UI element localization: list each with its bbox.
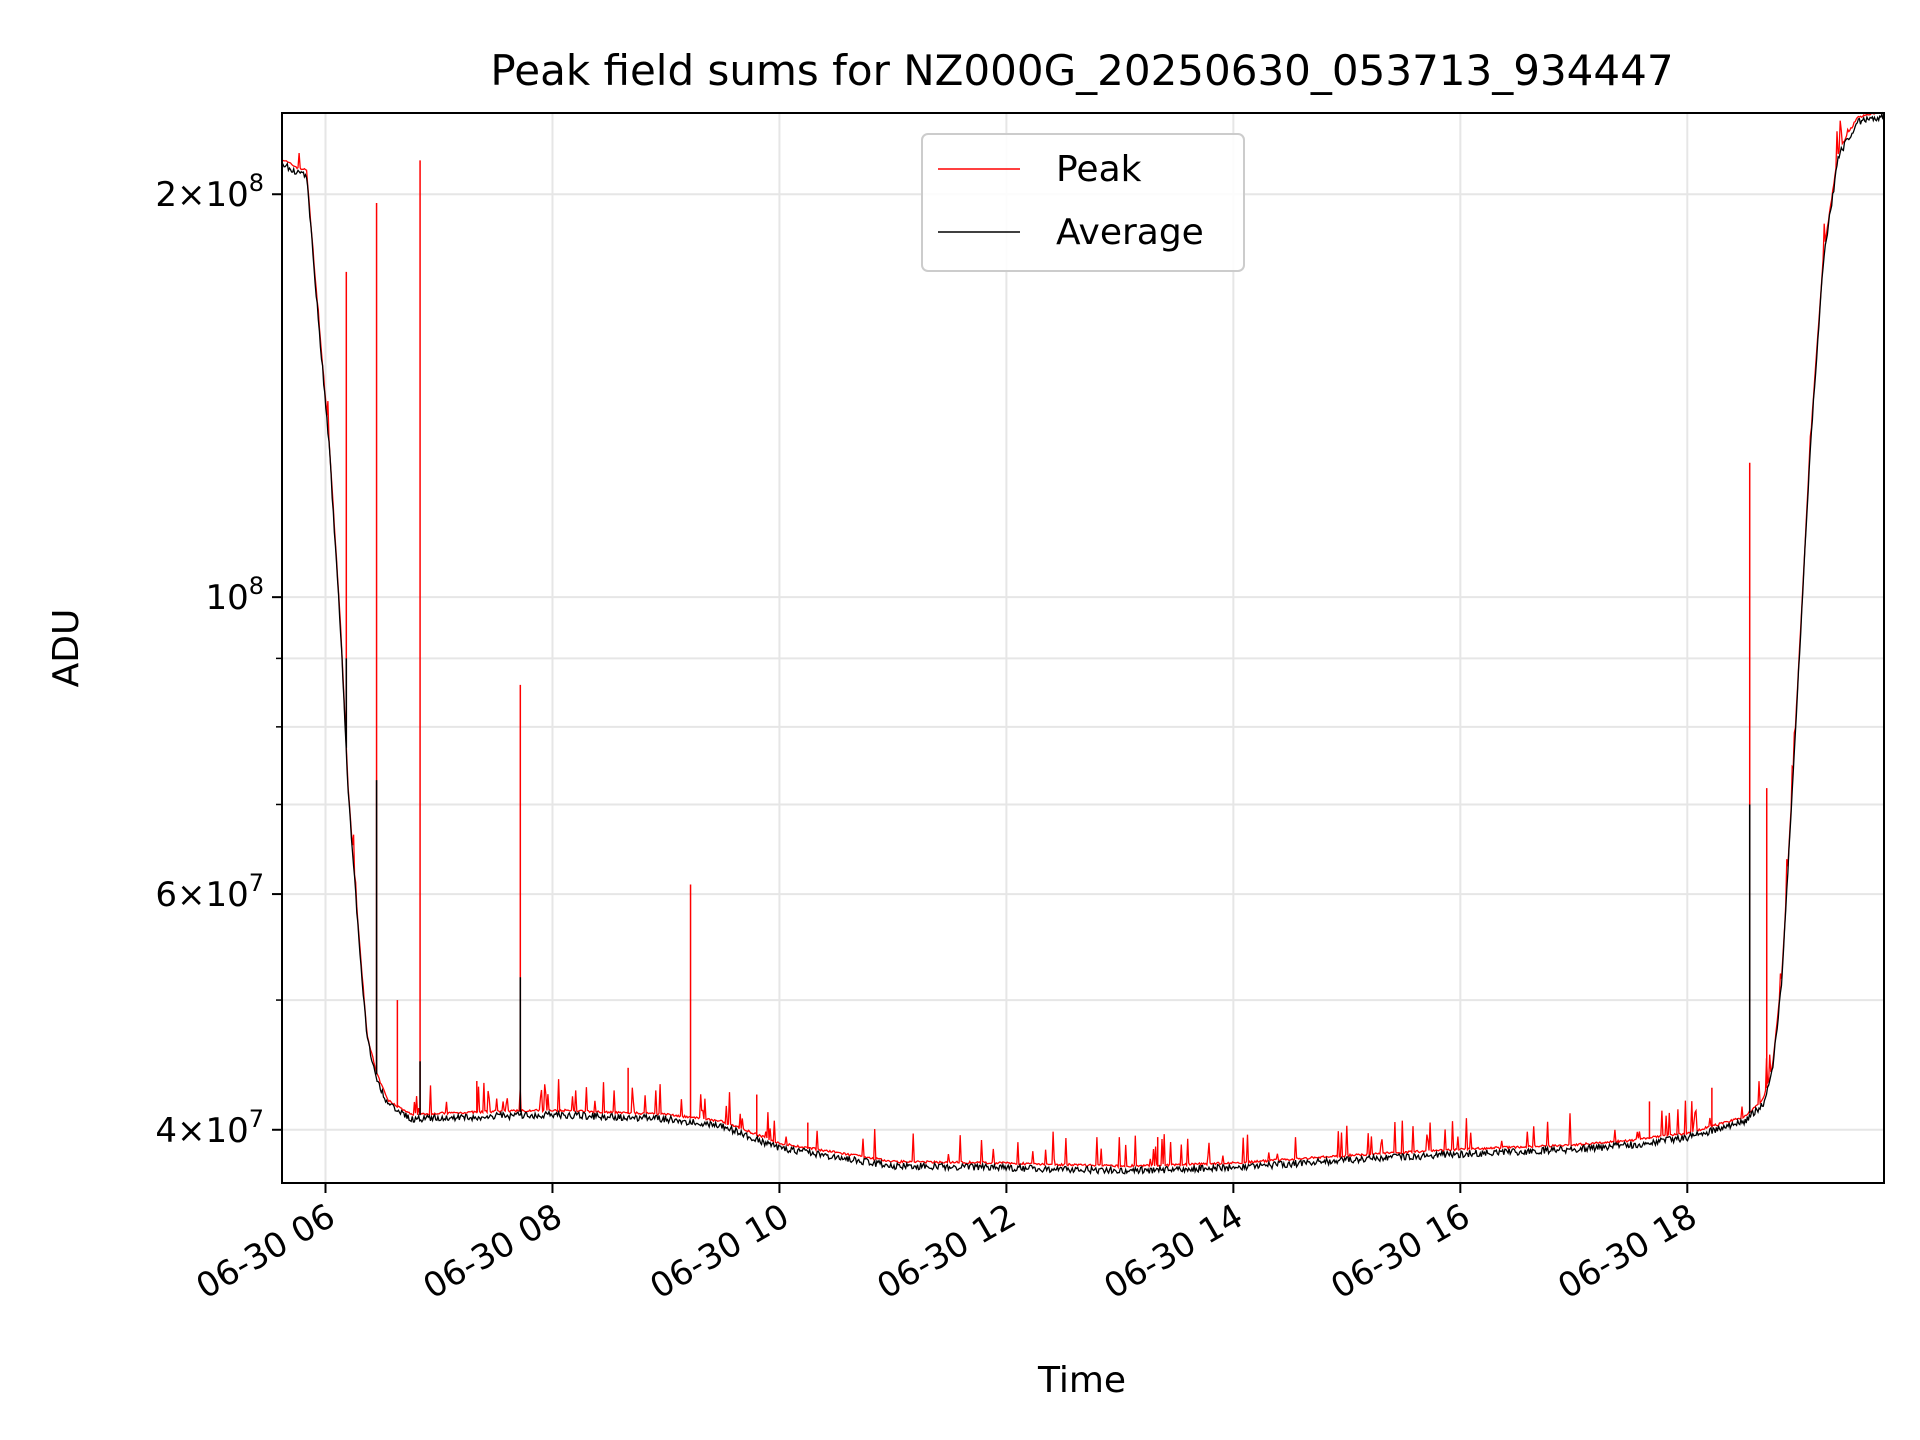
legend: Peak Average bbox=[921, 133, 1245, 272]
peak-series-line bbox=[281, 112, 1884, 1170]
plot-frame bbox=[281, 112, 1885, 1184]
y-tick-label: 4×107 bbox=[155, 1105, 264, 1151]
plot-data bbox=[281, 111, 1885, 1176]
average-series-line bbox=[281, 111, 1885, 1176]
y-tick-label: 108 bbox=[205, 572, 264, 618]
chart-title: Peak field sums for NZ000G_20250630_0537… bbox=[490, 46, 1673, 95]
x-axis-label: Time bbox=[1037, 1360, 1126, 1401]
legend-label-average: Average bbox=[1056, 212, 1204, 253]
y-axis-label: ADU bbox=[46, 609, 87, 688]
y-tick-label: 6×107 bbox=[155, 869, 264, 915]
y-axis: 4×107 6×107 108 2×108 bbox=[155, 169, 282, 1151]
legend-label-peak: Peak bbox=[1056, 149, 1142, 190]
y-tick-label: 2×108 bbox=[155, 169, 264, 215]
